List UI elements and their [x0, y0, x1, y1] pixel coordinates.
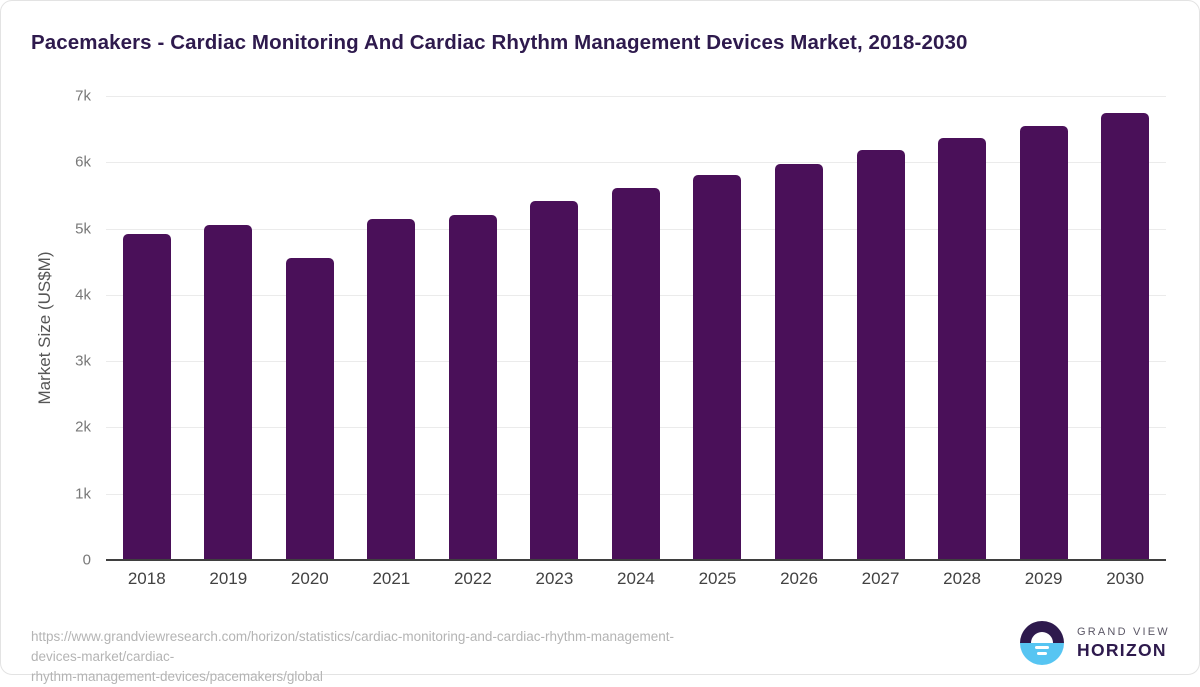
x-tick-label: 2018 — [127, 569, 166, 588]
x-tick-label: 2028 — [943, 569, 981, 588]
bars — [106, 96, 1166, 560]
bar-2022 — [448, 214, 497, 560]
bar-slot — [188, 96, 270, 560]
y-tick-labels: 0 1k 2k 3k 4k 5k 6k 7k — [31, 88, 91, 569]
x-tick-label: 2023 — [535, 569, 574, 588]
bar-2023 — [530, 201, 579, 560]
bar-2030 — [1101, 113, 1150, 560]
bar-2019 — [204, 225, 253, 560]
bar-2025 — [693, 174, 742, 560]
y-tick-label: 6k — [75, 153, 91, 171]
bar-2018 — [122, 233, 171, 560]
x-axis-line — [106, 559, 1166, 561]
page-title: Pacemakers - Cardiac Monitoring And Card… — [31, 31, 968, 54]
x-tick-label: 2030 — [1106, 569, 1145, 588]
source-url-line1: https://www.grandviewresearch.com/horizo… — [31, 629, 674, 664]
bar-2026 — [775, 164, 824, 560]
x-tick-label: 2026 — [780, 569, 818, 588]
x-tick-label: 2027 — [861, 569, 900, 588]
source-url-line2: rhythm-management-devices/pacemakers/glo… — [31, 669, 323, 684]
source-url: https://www.grandviewresearch.com/horizo… — [31, 627, 711, 687]
logo-text-horizon: HORIZON — [1077, 639, 1167, 660]
bar-slot — [1084, 96, 1166, 560]
bar-slot — [595, 96, 677, 560]
x-tick-label: 2019 — [209, 569, 248, 588]
x-tick-label: 2021 — [372, 569, 411, 588]
bar-slot — [351, 96, 433, 560]
bar-slot — [677, 96, 759, 560]
y-tick-label: 7k — [75, 87, 91, 105]
y-tick-label: 5k — [75, 220, 91, 238]
grand-view-horizon-logo: GRAND VIEW HORIZON — [1020, 621, 1170, 665]
x-tick-label: 2024 — [617, 569, 655, 588]
bar-slot — [758, 96, 840, 560]
y-tick-label: 4k — [75, 286, 91, 304]
bar-2021 — [367, 218, 416, 560]
x-tick-label: 2025 — [698, 569, 737, 588]
y-tick-label: 2k — [75, 418, 91, 436]
bar-slot — [921, 96, 1003, 560]
bar-slot — [269, 96, 351, 560]
bar-slot — [432, 96, 514, 560]
horizon-sunrise-icon — [1020, 621, 1064, 665]
y-tick-label: 3k — [75, 352, 91, 370]
sun-reflection-line — [1035, 646, 1049, 649]
plot-area — [106, 96, 1166, 561]
y-tick-label: 1k — [75, 485, 91, 503]
sun-icon — [1031, 632, 1053, 643]
bar-slot — [106, 96, 188, 560]
gridline — [106, 162, 1166, 164]
bar-2029 — [1019, 125, 1068, 560]
bar-2027 — [856, 150, 905, 560]
bar-2028 — [938, 138, 987, 560]
x-tick-label: 2020 — [290, 569, 329, 588]
logo-text: GRAND VIEW HORIZON — [1077, 626, 1170, 661]
x-tick-label: 2029 — [1024, 569, 1063, 588]
sun-reflection-line — [1037, 652, 1047, 655]
gridline — [106, 96, 1166, 97]
bar-slot — [840, 96, 922, 560]
bar-2020 — [285, 257, 334, 560]
logo-text-grand-view: GRAND VIEW — [1077, 625, 1170, 638]
bar-slot — [1003, 96, 1085, 560]
bar-slot — [514, 96, 596, 560]
bar-2024 — [611, 188, 660, 560]
y-tick-label: 0 — [82, 551, 91, 569]
x-tick-label: 2022 — [453, 569, 492, 588]
x-tick-labels: 2018 2019 2020 2021 2022 2023 2024 2025 2026 2027… — [106, 569, 1166, 589]
